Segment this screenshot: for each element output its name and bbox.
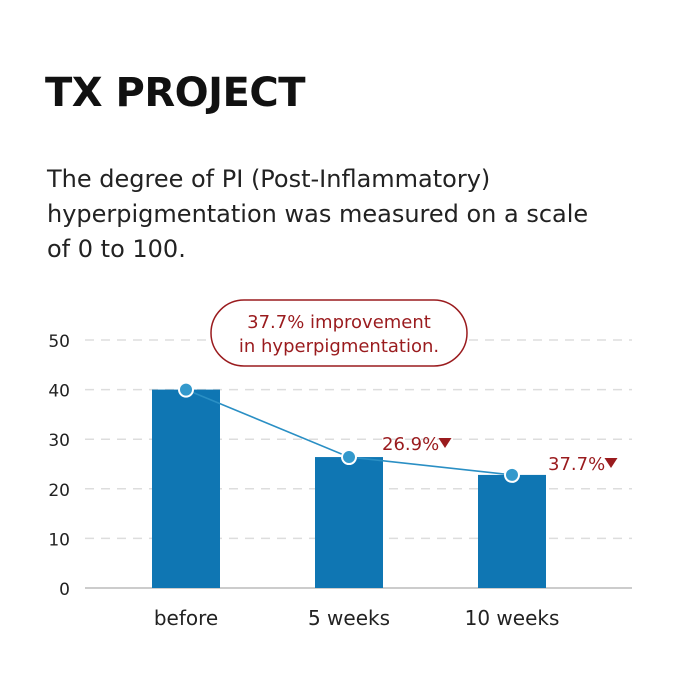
data-point [178, 381, 194, 398]
data-point [504, 466, 520, 483]
y-tick-label: 10 [48, 530, 70, 550]
page-subtitle: The degree of PI (Post-Inflammatory) hyp… [47, 165, 589, 263]
bar [152, 389, 220, 588]
y-tick-label: 0 [59, 580, 70, 600]
x-tick-label: before [154, 606, 218, 630]
callout-text: in hyperpigmentation. [239, 336, 439, 357]
change-label: 26.9% [382, 434, 439, 455]
y-tick-label: 40 [48, 382, 70, 402]
y-tick-label: 50 [48, 332, 70, 352]
bar [478, 474, 546, 588]
y-tick-label: 30 [48, 431, 70, 451]
callout-box [210, 299, 468, 367]
down-triangle-icon [438, 438, 452, 448]
x-tick-label: 10 weeks [465, 606, 560, 630]
down-triangle-icon [604, 458, 618, 468]
callout-text: 37.7% improvement [247, 312, 431, 333]
change-label: 37.7% [548, 454, 605, 475]
page-title: TX PROJECT [45, 70, 306, 116]
data-point [341, 449, 357, 466]
bar [315, 457, 383, 588]
x-tick-label: 5 weeks [308, 606, 390, 630]
y-tick-label: 20 [48, 481, 70, 501]
